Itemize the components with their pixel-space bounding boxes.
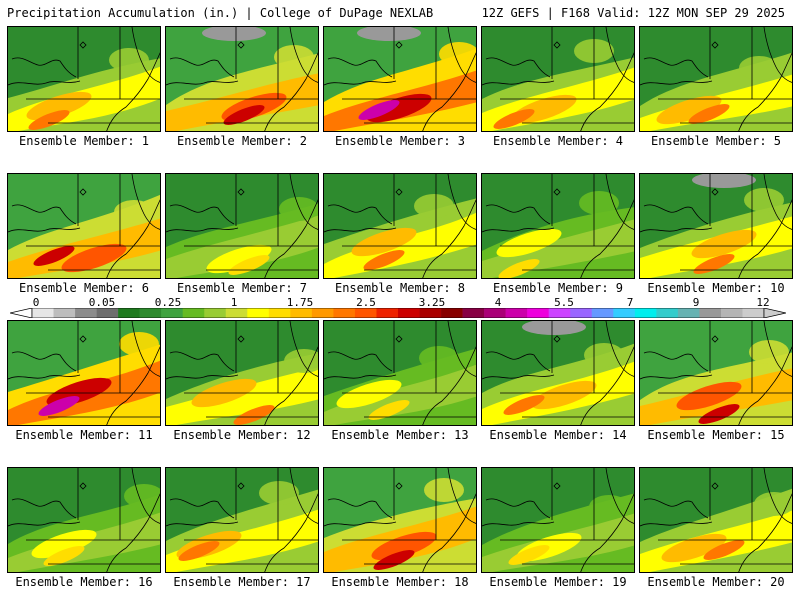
ensemble-member-map (7, 320, 161, 426)
ensemble-member-label: Ensemble Member: 6 (18, 281, 150, 295)
ensemble-member-map (481, 320, 635, 426)
ensemble-member-map (639, 26, 793, 132)
colorbar-tick: 0.05 (88, 296, 116, 309)
ensemble-member-label: Ensemble Member: 11 (15, 428, 153, 442)
colorbar-swatch (311, 308, 334, 318)
ensemble-member-map (639, 173, 793, 279)
colorbar-tick: 4 (494, 296, 502, 309)
colorbar-tick: 7 (626, 296, 634, 309)
colorbar-swatch (182, 308, 205, 318)
ensemble-member-map (165, 173, 319, 279)
ensemble-member-label: Ensemble Member: 13 (331, 428, 469, 442)
colorbar-swatch (677, 308, 700, 318)
ensemble-member-map (481, 26, 635, 132)
ensemble-member-label: Ensemble Member: 14 (489, 428, 627, 442)
ensemble-member-label: Ensemble Member: 17 (173, 575, 311, 589)
colorbar-tick: 2.5 (356, 296, 376, 309)
colorbar-swatch (720, 308, 743, 318)
colorbar-tick: 1 (230, 296, 238, 309)
colorbar-swatch (32, 308, 54, 318)
colorbar-swatch (75, 308, 97, 318)
colorbar-tick: 0 (32, 296, 40, 309)
ensemble-member-label: Ensemble Member: 12 (173, 428, 311, 442)
colorbar-swatch (441, 308, 463, 318)
ensemble-member-label: Ensemble Member: 9 (492, 281, 624, 295)
colorbar-swatch (419, 308, 442, 318)
ensemble-member-map (7, 173, 161, 279)
colorbar-tick: 5.5 (554, 296, 574, 309)
ensemble-member-label: Ensemble Member: 8 (334, 281, 466, 295)
colorbar-swatch (96, 308, 119, 318)
ensemble-member-map (7, 467, 161, 573)
colorbar-swatch (398, 308, 420, 318)
colorbar-swatch (290, 308, 313, 318)
ensemble-member-label: Ensemble Member: 19 (489, 575, 627, 589)
colorbar-right-arrow (763, 308, 786, 318)
ensemble-member-label: Ensemble Member: 7 (176, 281, 308, 295)
model-run-info: 12Z GEFS | F168 Valid: 12Z MON SEP 29 20… (481, 6, 785, 20)
ensemble-member-label: Ensemble Member: 10 (647, 281, 785, 295)
ensemble-member-map (323, 26, 477, 132)
colorbar-swatch (204, 308, 227, 318)
ensemble-member-label: Ensemble Member: 1 (18, 134, 150, 148)
colorbar-tick: 3.25 (418, 296, 446, 309)
ensemble-member-label: Ensemble Member: 20 (647, 575, 785, 589)
colorbar-swatch (742, 308, 765, 318)
ensemble-member-map (639, 320, 793, 426)
colorbar-swatch (118, 308, 140, 318)
colorbar-tick: 12 (756, 296, 770, 309)
colorbar-tick: 9 (692, 296, 700, 309)
colorbar-swatch (462, 308, 485, 318)
ensemble-member-label: Ensemble Member: 3 (334, 134, 466, 148)
colorbar-swatch (699, 308, 722, 318)
ensemble-member-map (323, 173, 477, 279)
ensemble-member-label: Ensemble Member: 16 (15, 575, 153, 589)
map-title: Precipitation Accumulation (in.) | Colle… (7, 6, 434, 20)
ensemble-member-label: Ensemble Member: 4 (492, 134, 624, 148)
colorbar-swatch (139, 308, 162, 318)
colorbar-swatch (591, 308, 614, 318)
colorbar-swatch (613, 308, 636, 318)
precipitation-colorbar (10, 308, 786, 318)
ensemble-member-map (323, 467, 477, 573)
colorbar-swatch (161, 308, 184, 318)
ensemble-member-label: Ensemble Member: 5 (650, 134, 782, 148)
ensemble-member-label: Ensemble Member: 18 (331, 575, 469, 589)
ensemble-member-map (481, 173, 635, 279)
colorbar-swatch (268, 308, 291, 318)
ensemble-member-map (7, 26, 161, 132)
ensemble-member-map (165, 26, 319, 132)
colorbar-swatch (354, 308, 377, 318)
ensemble-member-map (481, 467, 635, 573)
colorbar-tick: 1.75 (286, 296, 314, 309)
ensemble-member-map (639, 467, 793, 573)
colorbar-swatch (527, 308, 550, 318)
ensemble-member-map (165, 467, 319, 573)
colorbar-swatch (484, 308, 506, 318)
colorbar-swatch (333, 308, 356, 318)
colorbar-swatch (53, 308, 76, 318)
colorbar-swatch (505, 308, 528, 318)
colorbar-swatch (225, 308, 248, 318)
ensemble-member-label: Ensemble Member: 2 (176, 134, 308, 148)
ensemble-member-label: Ensemble Member: 15 (647, 428, 785, 442)
colorbar-swatch (376, 308, 399, 318)
ensemble-member-map (323, 320, 477, 426)
colorbar-tick: 0.25 (154, 296, 182, 309)
colorbar-swatch (570, 308, 593, 318)
colorbar-swatch (247, 308, 270, 318)
colorbar-swatch (548, 308, 571, 318)
colorbar-swatch (656, 308, 679, 318)
colorbar-left-arrow (10, 308, 33, 318)
colorbar-swatch (634, 308, 657, 318)
ensemble-member-map (165, 320, 319, 426)
